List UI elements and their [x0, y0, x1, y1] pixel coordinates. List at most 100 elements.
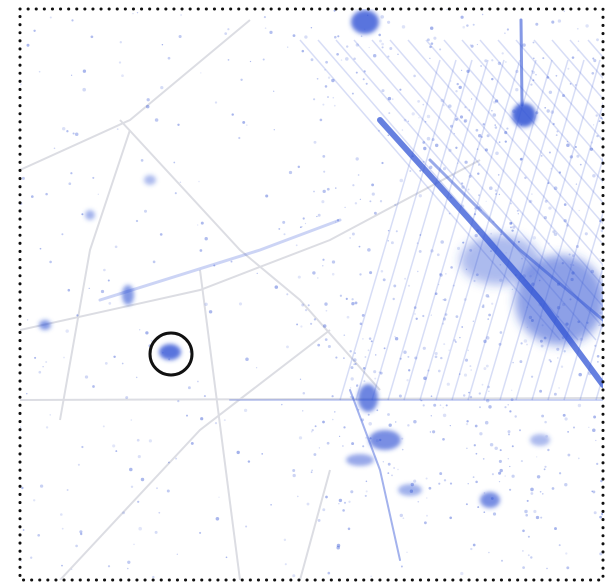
point: [548, 243, 550, 245]
point: [113, 356, 115, 358]
point: [547, 182, 549, 184]
point: [160, 233, 163, 236]
point: [530, 556, 532, 558]
point: [127, 568, 129, 570]
point: [200, 417, 203, 420]
point: [449, 213, 451, 215]
point: [596, 135, 598, 137]
point: [381, 162, 383, 164]
point: [257, 273, 258, 274]
point: [327, 96, 329, 98]
point: [509, 466, 510, 467]
point: [300, 325, 302, 327]
point: [542, 493, 543, 494]
point: [45, 193, 48, 196]
point: [486, 336, 490, 340]
point: [269, 31, 272, 34]
point: [314, 141, 317, 144]
cluster: [159, 344, 181, 360]
point: [132, 13, 134, 15]
point: [365, 437, 367, 439]
point: [557, 357, 559, 359]
point: [21, 560, 22, 561]
point: [466, 503, 468, 505]
point: [311, 58, 314, 61]
point: [281, 404, 282, 405]
point: [464, 298, 467, 301]
point: [457, 83, 459, 85]
point: [292, 574, 295, 577]
point: [66, 130, 68, 132]
point: [317, 277, 318, 278]
point: [578, 404, 581, 407]
point: [287, 46, 288, 47]
point: [323, 171, 325, 173]
point: [566, 566, 569, 569]
point: [518, 213, 519, 214]
point: [356, 43, 359, 46]
point: [491, 110, 493, 112]
point: [504, 475, 506, 477]
point: [549, 151, 551, 153]
point: [438, 284, 439, 285]
point: [70, 172, 72, 174]
point: [510, 203, 512, 205]
point: [391, 241, 394, 244]
point: [450, 266, 453, 269]
point: [168, 57, 171, 60]
point: [370, 576, 371, 577]
point: [339, 499, 342, 502]
point: [413, 420, 416, 423]
point: [552, 487, 555, 490]
point: [487, 318, 489, 320]
point: [158, 512, 160, 514]
point: [313, 191, 315, 193]
point: [418, 117, 419, 118]
point: [524, 177, 526, 179]
point: [501, 560, 503, 562]
point: [117, 128, 119, 130]
point: [65, 329, 68, 332]
point: [344, 207, 345, 208]
point: [33, 30, 35, 32]
point: [120, 41, 122, 43]
point: [592, 57, 594, 59]
point: [197, 224, 198, 225]
point: [348, 528, 351, 531]
point: [454, 339, 457, 342]
point: [402, 129, 404, 131]
point: [550, 360, 552, 362]
point: [480, 65, 482, 67]
point: [572, 254, 575, 257]
point: [539, 390, 542, 393]
point: [145, 331, 148, 334]
point: [401, 566, 403, 568]
point: [345, 57, 349, 61]
point: [168, 462, 170, 464]
point: [137, 501, 139, 503]
point: [261, 453, 263, 455]
point: [535, 23, 538, 26]
point: [365, 356, 367, 358]
point: [491, 59, 493, 61]
point: [435, 352, 438, 355]
point: [570, 83, 572, 85]
point: [500, 331, 503, 334]
point: [264, 16, 266, 18]
point: [562, 94, 565, 97]
point: [313, 453, 316, 456]
point: [317, 344, 320, 347]
point: [381, 43, 384, 46]
point: [388, 97, 391, 100]
point: [531, 492, 534, 495]
point: [368, 422, 372, 426]
point: [540, 517, 542, 519]
point: [554, 186, 558, 190]
point: [561, 366, 563, 368]
point: [455, 90, 457, 92]
point: [180, 181, 182, 183]
point: [296, 244, 298, 246]
point: [536, 516, 539, 519]
point: [578, 458, 580, 460]
point: [461, 185, 465, 189]
